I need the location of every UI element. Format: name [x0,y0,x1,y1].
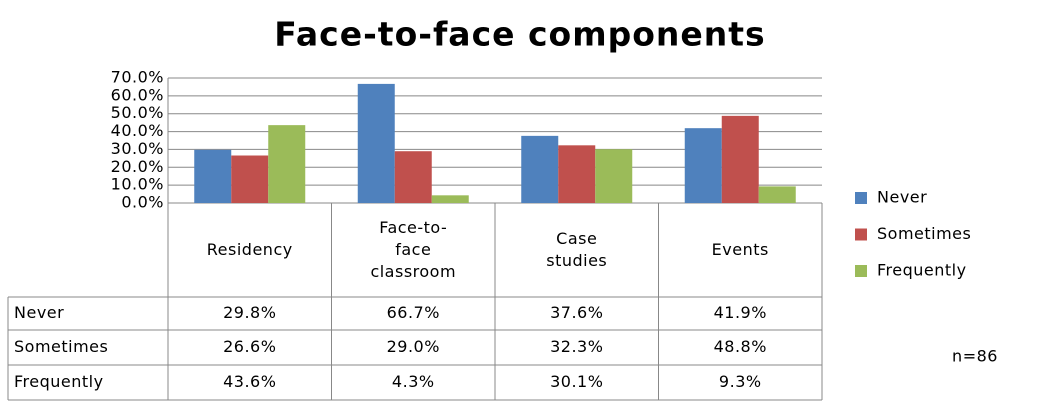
legend-swatch [855,265,867,277]
bar [558,145,596,203]
y-tick-label: 40.0% [111,121,164,140]
table-cell: 48.8% [714,337,767,356]
bar [521,135,559,203]
bar [194,149,232,203]
bar [231,155,269,203]
x-tick-label: Case studies [546,229,608,270]
table-cell: 32.3% [550,337,603,356]
table-cell: 66.7% [387,303,440,322]
legend-label: Sometimes [877,224,971,243]
x-tick-label: Events [711,240,769,259]
table-cell: 29.8% [223,303,276,322]
table-cell: 26.6% [223,337,276,356]
bar [431,195,469,203]
bar [268,125,306,203]
bar [595,149,633,203]
table-row-label: Never [14,303,64,322]
legend-label: Frequently [877,261,967,280]
y-tick-label: 50.0% [111,103,164,122]
table-cell: 9.3% [719,372,762,391]
y-tick-label: 20.0% [111,157,164,176]
table-cell: 41.9% [714,303,767,322]
table-cell: 37.6% [550,303,603,322]
table-row-label: Sometimes [14,337,108,356]
legend-label: Never [877,188,927,207]
bar [394,151,432,203]
x-tick-label: Face-to-face classroom [370,218,457,281]
legend-swatch [855,192,867,204]
y-tick-label: 70.0% [111,68,164,87]
table-cell: 29.0% [387,337,440,356]
table-cell: 30.1% [550,372,603,391]
x-tick-label: Residency [206,240,293,259]
chart-title: Face-to-face components [274,15,765,54]
table-row-label: Frequently [14,372,104,391]
bar [684,128,722,203]
table-cell: 43.6% [223,372,276,391]
annotation: n=86 [952,347,998,366]
bar [721,115,759,203]
y-tick-label: 60.0% [111,85,164,104]
table-cell: 4.3% [392,372,435,391]
y-tick-label: 0.0% [121,193,164,212]
y-tick-label: 10.0% [111,175,164,194]
legend-swatch [855,228,867,241]
bar [357,83,395,203]
y-tick-label: 30.0% [111,139,164,158]
bar [758,186,796,203]
